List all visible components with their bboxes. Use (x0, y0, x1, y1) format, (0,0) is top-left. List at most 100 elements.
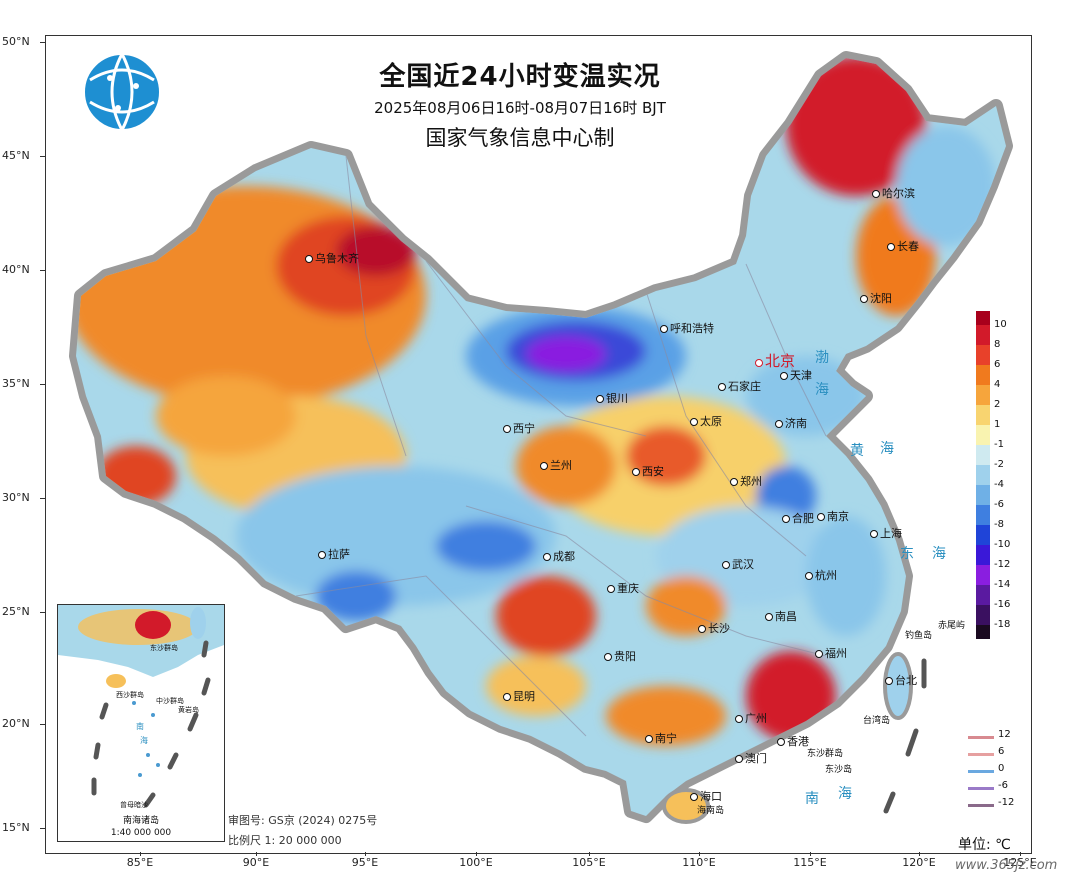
legend-label: -16 (994, 599, 1011, 610)
sea-label: 南 (805, 791, 819, 807)
city-marker: 济南 (775, 415, 807, 431)
island-label: 海南岛 (697, 806, 725, 816)
map-frame (45, 35, 1032, 854)
city-dot-icon (780, 372, 788, 380)
city-marker: 北京 (755, 350, 795, 371)
longitude-tick (699, 852, 700, 856)
city-dot-icon (543, 553, 551, 561)
line-legend-label: 0 (998, 763, 1005, 774)
city-name: 郑州 (740, 475, 762, 488)
city-name: 杭州 (815, 569, 837, 582)
city-dot-icon (660, 325, 668, 333)
city-name: 哈尔滨 (882, 187, 915, 200)
legend-label: 4 (994, 379, 1001, 390)
line-legend-swatch (968, 736, 994, 739)
city-name: 沈阳 (870, 292, 892, 305)
legend-label: -4 (994, 479, 1004, 490)
city-dot-icon (735, 755, 743, 763)
longitude-label: 125°E (1003, 856, 1037, 869)
latitude-tick (40, 498, 45, 499)
city-dot-icon (305, 255, 313, 263)
sea-label: 海 (932, 546, 946, 562)
legend-label: 10 (994, 319, 1007, 330)
city-name: 天津 (790, 369, 812, 382)
longitude-tick (256, 852, 257, 856)
color-legend: 10 8 6 4 2 1 -1 -2 -4 -6 -8 -10 -12 -14 -16 -18 (976, 311, 1010, 639)
inset-caption: 南海诸岛 1:40 000 000 (66, 815, 216, 839)
city-dot-icon (860, 295, 868, 303)
city-dot-icon (503, 693, 511, 701)
city-name: 呼和浩特 (670, 322, 714, 335)
city-marker: 南昌 (765, 608, 797, 624)
unit-label: 单位: ℃ (958, 837, 1011, 853)
city-marker: 银川 (596, 390, 628, 406)
map-producer: 国家气象信息中心制 (425, 126, 615, 150)
legend-swatch (976, 465, 990, 485)
city-name: 石家庄 (728, 380, 761, 393)
city-marker: 太原 (690, 413, 722, 429)
line-legend-label: 12 (998, 729, 1011, 740)
sea-label: 渤 (815, 350, 829, 366)
city-dot-icon (690, 793, 698, 801)
city-dot-icon (632, 468, 640, 476)
city-dot-icon (755, 359, 763, 367)
sea-label: 黄 (850, 443, 864, 459)
legend-swatch (976, 345, 990, 365)
city-dot-icon (540, 462, 548, 470)
legend-swatch (976, 585, 990, 605)
city-marker: 香港 (777, 733, 809, 749)
city-name: 西宁 (513, 422, 535, 435)
legend-swatch (976, 505, 990, 525)
city-marker: 拉萨 (318, 546, 350, 562)
latitude-label: 35°N (2, 377, 30, 390)
legend-swatch (976, 445, 990, 465)
city-marker: 海口 (690, 788, 722, 804)
city-dot-icon (775, 420, 783, 428)
legend-label: 8 (994, 339, 1001, 350)
sea-label: 海 (880, 441, 894, 457)
watermark: www.365jz.com (955, 858, 1058, 873)
city-marker: 长沙 (698, 620, 730, 636)
review-number: 审图号: GS京 (2024) 0275号 (228, 814, 378, 827)
city-name: 太原 (700, 415, 722, 428)
latitude-tick (40, 828, 45, 829)
city-dot-icon (885, 677, 893, 685)
legend-label: 6 (994, 359, 1001, 370)
city-marker: 武汉 (722, 556, 754, 572)
city-marker: 天津 (780, 367, 812, 383)
city-dot-icon (735, 715, 743, 723)
city-marker: 哈尔滨 (872, 185, 915, 201)
city-marker: 南宁 (645, 730, 677, 746)
city-name: 重庆 (617, 582, 639, 595)
city-marker: 沈阳 (860, 290, 892, 306)
map-subtitle: 2025年08月06日16时-08月07日16时 BJT (374, 99, 666, 117)
inset-label: 西沙群岛 (116, 691, 144, 699)
legend-label: -2 (994, 459, 1004, 470)
longitude-tick (810, 852, 811, 856)
city-marker: 西宁 (503, 420, 535, 436)
legend-label: -6 (994, 499, 1004, 510)
city-marker: 台北 (885, 672, 917, 688)
city-name: 南昌 (775, 610, 797, 623)
city-name: 澳门 (745, 752, 767, 765)
inset-label: 东沙群岛 (150, 644, 178, 652)
city-marker: 福州 (815, 645, 847, 661)
legend-swatch (976, 545, 990, 565)
latitude-tick (40, 42, 45, 43)
city-name: 长春 (897, 240, 919, 253)
longitude-label: 105°E (572, 856, 606, 869)
inset-label: 黄岩岛 (178, 706, 199, 714)
legend-swatch (976, 365, 990, 385)
city-marker: 澳门 (735, 750, 767, 766)
city-marker: 上海 (870, 525, 902, 541)
city-dot-icon (596, 395, 604, 403)
inset-scale: 1:40 000 000 (110, 828, 172, 838)
city-dot-icon (604, 653, 612, 661)
legend-label: 2 (994, 399, 1001, 410)
island-label: 钓鱼岛 (905, 631, 933, 641)
city-name: 贵阳 (614, 650, 636, 663)
city-marker: 南京 (817, 508, 849, 524)
legend-swatch (976, 525, 990, 545)
city-marker: 重庆 (607, 580, 639, 596)
map-scale: 比例尺 1: 20 000 000 (228, 834, 342, 847)
